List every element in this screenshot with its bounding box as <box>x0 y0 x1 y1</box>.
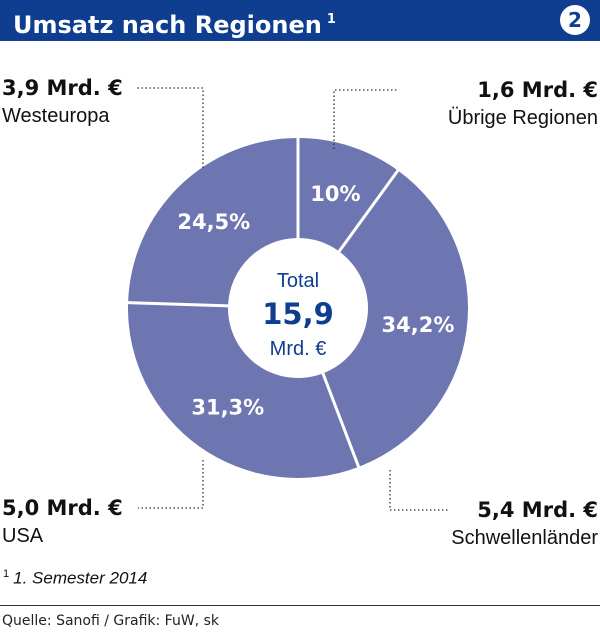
footnote: 1 1. Semester 2014 <box>3 568 147 589</box>
slice-percent-label: 34,2% <box>382 313 455 337</box>
center-total-value: 15,9 <box>262 297 334 331</box>
chart-title: Umsatz nach Regionen 1 <box>13 11 336 39</box>
slice-percent-label: 24,5% <box>177 210 250 234</box>
slice-percent-label: 10% <box>310 182 360 206</box>
leader-uebrige <box>333 89 399 149</box>
leader-usa <box>138 460 204 509</box>
donut-slice-westeuropa <box>128 138 298 306</box>
leader-schwellen <box>389 470 450 511</box>
donut-chart: 10% 34,2% 31,3% 24,5% 1,6 Mrd. € Übrige Regio… <box>2 76 598 549</box>
donut-slice-usa <box>127 302 359 478</box>
footnote-text: 1. Semester 2014 <box>13 568 148 588</box>
region-name-label: Schwellenländer <box>451 527 598 549</box>
region-name-label: Westeuropa <box>2 105 110 127</box>
donut-slice-schwellenl-nder <box>322 170 468 467</box>
chart-header: Umsatz nach Regionen 1 2 <box>0 0 600 41</box>
region-amount-label: 3,9 Mrd. € <box>2 76 123 100</box>
footnote-marker: 1 <box>3 568 10 580</box>
center-unit-label: Mrd. € <box>270 338 327 360</box>
region-name-label: Übrige Regionen <box>448 107 598 129</box>
donut-slice--brige-regionen <box>298 138 398 252</box>
center-total-label: Total <box>277 270 319 292</box>
slice-separator <box>127 301 230 308</box>
slice-separator <box>337 168 400 254</box>
region-amount-label: 1,6 Mrd. € <box>477 78 598 102</box>
slice-separator <box>321 371 361 469</box>
slice-percent-label: 31,3% <box>191 396 264 420</box>
region-amount-label: 5,0 Mrd. € <box>2 496 123 520</box>
title-footnote-marker: 1 <box>326 12 336 27</box>
region-amount-label: 5,4 Mrd. € <box>477 498 598 522</box>
chart-number-badge: 2 <box>560 5 590 35</box>
divider <box>0 605 600 606</box>
region-name-label: USA <box>2 525 44 547</box>
leader-westeuropa <box>135 87 204 168</box>
source-credit: Quelle: Sanofi / Grafik: FuW, sk <box>2 613 219 629</box>
